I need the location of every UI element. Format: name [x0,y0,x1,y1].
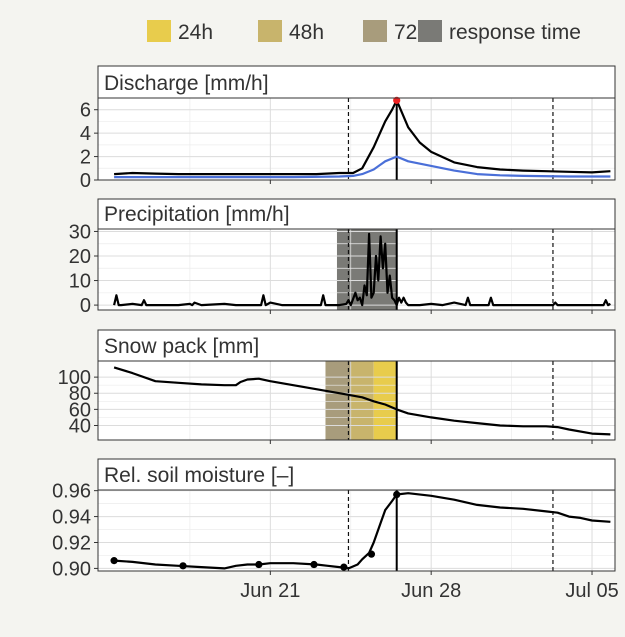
panel-strip [97,458,616,491]
y-tick-label: 60 [69,399,91,421]
panel-title: Discharge [mm/h] [104,72,269,95]
series-line-0 [113,366,611,436]
highlight-band-1 [350,361,374,440]
y-tick-label: 0 [80,295,91,317]
y-tick-label: 0 [80,170,91,192]
plot-background [98,98,615,180]
legend-label-1: 48h [289,21,324,44]
panel-border [97,97,616,181]
legend-swatch-3 [418,20,442,42]
data-point-6 [393,490,401,499]
x-tick-label: Jun 21 [240,580,300,602]
data-point-0 [110,557,118,565]
legend-swatch-1 [258,20,282,42]
panel-title: Snow pack [mm] [104,335,259,358]
data-point-5 [367,550,376,558]
panel-4: Rel. soil moisture [–] 0.90 0.92 0.94 0.96 [52,458,616,580]
data-point-0 [393,96,401,104]
data-point-2 [255,560,263,569]
panel-border [97,360,616,441]
y-tick-label: 10 [69,271,91,293]
series-line-0 [113,232,611,307]
y-tick-label: 20 [69,246,91,268]
y-tick-label: 0.92 [52,532,91,554]
panel-2: Precipitation [mm/h] 010 20 30 [69,198,616,317]
highlight-band-0 [325,361,351,440]
y-tick-label: 4 [80,123,91,145]
x-tick-label: Jul 05 [565,580,618,602]
highlight-band-2 [373,361,397,440]
series-line-1 [114,155,611,179]
y-tick-label: 0.90 [52,558,91,580]
y-tick-label: 0.96 [52,481,91,503]
panel-title: Rel. soil moisture [–] [104,464,294,487]
legend-label-0: 24h [178,21,213,44]
legend-swatch-0 [147,20,171,42]
panel-title: Precipitation [mm/h] [104,203,290,226]
data-point-1 [179,562,187,570]
panel-border [97,489,616,572]
data-point-4 [340,563,348,571]
legend-swatch-2 [363,20,387,42]
x-tick-label: Jun 28 [401,580,461,602]
y-tick-label: 6 [80,100,91,122]
y-tick-label: 80 [69,383,91,405]
series-line-0 [114,99,611,176]
y-tick-label: 40 [69,415,91,437]
legend-label-3: response time [449,21,581,44]
y-tick-label: 2 [80,147,91,169]
data-point-3 [310,560,318,569]
y-tick-label: 100 [58,367,91,389]
panel-strip [97,65,616,99]
panel-strip [97,198,616,230]
panel-border [97,228,616,311]
panel-strip [97,329,616,362]
plot-background [98,490,615,571]
y-tick-label: 0.94 [52,507,91,529]
y-tick-label: 30 [69,221,91,243]
legend: 24h 48h 72h response time [147,20,581,44]
